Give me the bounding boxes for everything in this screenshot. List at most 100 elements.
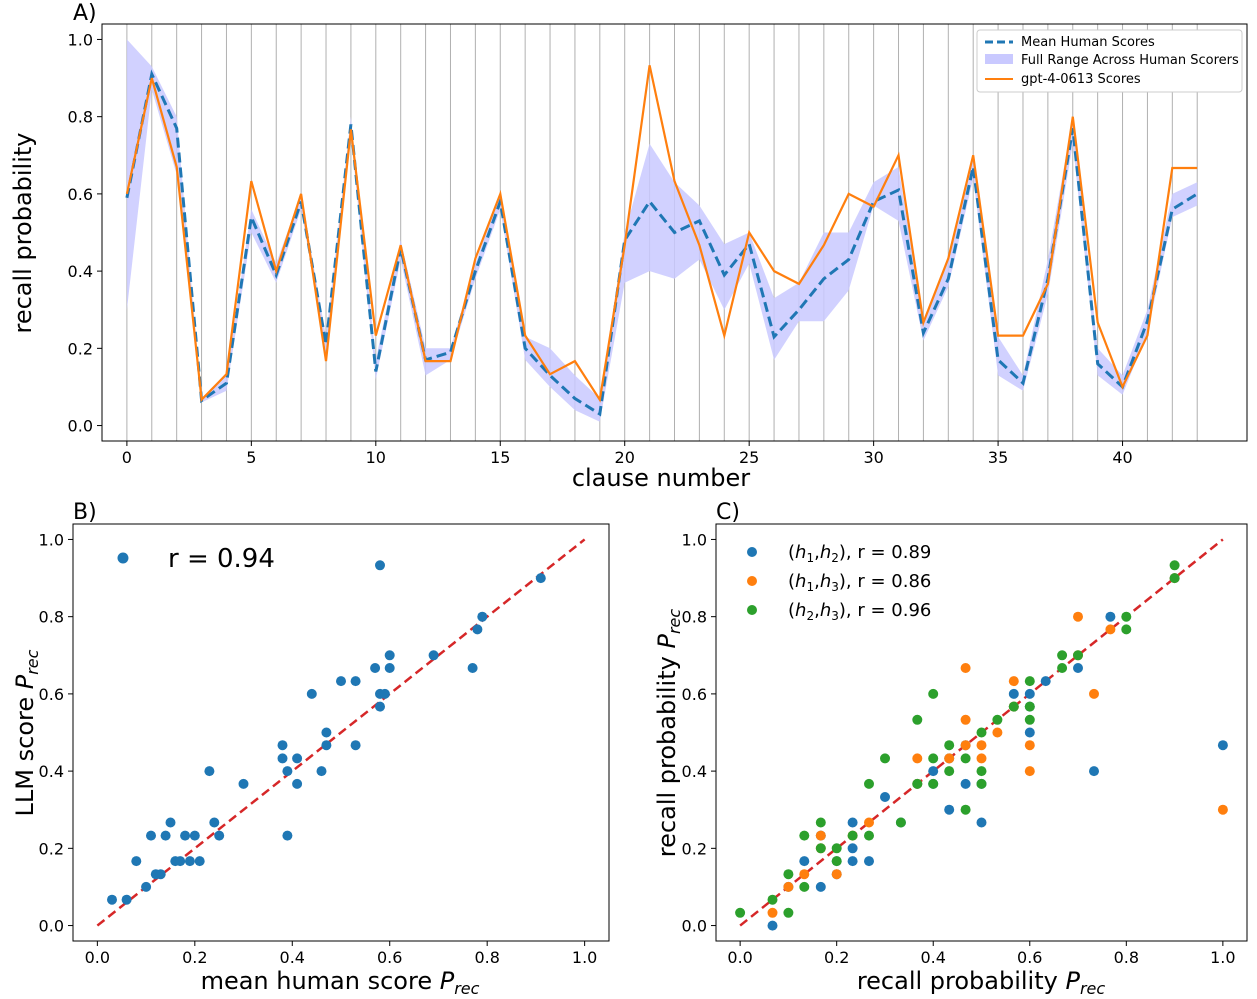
scorer-pair-point-blue (976, 817, 987, 828)
scorer-pair-point-blue (799, 856, 810, 867)
llm-vs-human-point (370, 663, 381, 673)
y-tick-label: 1.0 (39, 530, 64, 549)
x-tick-label: 25 (739, 448, 759, 467)
llm-vs-human-point (477, 611, 488, 622)
llm-vs-human-point (214, 830, 225, 841)
panel-b-legend: r = 0.94 (117, 544, 275, 574)
x-tick-label: 1.0 (1210, 948, 1235, 967)
panel-b-diagonal (96, 538, 586, 927)
llm-vs-human-point (175, 856, 186, 867)
llm-vs-human-point (306, 688, 317, 699)
scorer-pair-point-blue (1073, 663, 1083, 673)
panel-c-label: C) (716, 500, 740, 525)
x-tick-label: 0.4 (921, 948, 946, 967)
panel-c-y-label: recall probability Prec (653, 609, 684, 858)
mean-human-scores-line (125, 69, 1198, 417)
llm-vs-human-point (350, 740, 361, 751)
scorer-pair-point-orange (960, 714, 971, 725)
llm-vs-human-point (238, 778, 249, 789)
x-tick-label: 20 (615, 448, 635, 467)
x-tick-label: 5 (246, 448, 256, 467)
panel-c-legend: (h1,h2), r = 0.89 (h1,h3), r = 0.86 (h2,h3… (747, 542, 931, 623)
scorer-pair-point-green (944, 740, 955, 751)
scorer-pair-point-green (944, 766, 955, 777)
legend-label-blue: (h1,h2), r = 0.89 (788, 542, 931, 565)
llm-vs-human-point (146, 830, 156, 841)
x-tick-label: 0 (122, 448, 132, 467)
llm-vs-human-point (384, 650, 395, 661)
scorer-pair-point-orange (1105, 624, 1116, 635)
scorer-pair-point-green (799, 881, 810, 892)
scorer-pair-point-orange (944, 753, 955, 764)
panel-a-range-band (126, 39, 1198, 422)
llm-vs-human-point (189, 830, 200, 841)
scorer-pair-point-blue (767, 920, 778, 931)
scorer-pair-point-blue (928, 766, 939, 777)
llm-vs-human-point (204, 766, 215, 777)
panel-c-points (735, 560, 1228, 931)
panel-a-frame (101, 23, 1248, 442)
x-tick-label: 15 (490, 448, 510, 467)
llm-vs-human-point (375, 560, 385, 571)
y-tick-label: 0.6 (682, 685, 707, 704)
llm-vs-human-point (321, 727, 332, 738)
scorer-pair-point-orange (1024, 740, 1035, 751)
scorer-pair-point-green (864, 778, 874, 789)
scorer-pair-point-orange (992, 727, 1003, 738)
legend-label-green: (h2,h3), r = 0.96 (788, 600, 931, 623)
panel-c-frame (715, 523, 1248, 942)
scorer-pair-point-green (1169, 573, 1180, 584)
scorer-pair-point-orange (767, 907, 778, 918)
x-tick-label: 30 (863, 448, 883, 467)
scorer-pair-point-green (960, 753, 971, 764)
y-tick-label: 0.2 (682, 839, 707, 858)
scorer-pair-point-green (1121, 611, 1132, 622)
llm-vs-human-point (165, 817, 176, 828)
y-tick-label: 1.0 (68, 30, 93, 49)
llm-vs-human-point (180, 830, 191, 841)
llm-vs-human-point (194, 856, 205, 867)
panel-b-frame (72, 523, 610, 942)
scorer-pair-point-green (1121, 624, 1132, 635)
llm-vs-human-point (467, 663, 478, 673)
llm-vs-human-point (141, 881, 152, 892)
scorer-pair-point-blue (847, 843, 858, 854)
llm-vs-human-point (277, 753, 288, 764)
x-tick-label: 1.0 (572, 948, 597, 967)
scorer-pair-point-orange (1089, 688, 1099, 699)
x-tick-label: 0.6 (377, 948, 402, 967)
llm-vs-human-point (155, 869, 166, 880)
scorer-pair-point-green (976, 727, 987, 738)
panel-a-line-chart: A) 0 5 10 15 20 25 30 35 40 0.0 0.2 0.4 0.6 0.8 1.0 c… (9, 1, 1248, 492)
scorer-pair-point-orange (831, 869, 842, 880)
scorer-pair-point-blue (815, 881, 826, 892)
panel-a-x-label: clause number (572, 464, 750, 492)
scorer-pair-point-blue (847, 856, 858, 867)
llm-vs-human-point (316, 766, 327, 777)
scorer-pair-point-green (928, 753, 939, 764)
y-tick-label: 0.4 (68, 262, 93, 281)
scorer-pair-point-green (1008, 701, 1019, 712)
scorer-pair-point-green (1024, 714, 1035, 725)
y-tick-label: 0.0 (682, 917, 707, 936)
llm-vs-human-point (292, 778, 303, 789)
scorer-pair-point-orange (912, 753, 923, 764)
scorer-pair-point-blue (1008, 688, 1019, 699)
llm-vs-human-point (384, 663, 395, 673)
scorer-pair-point-orange (783, 881, 794, 892)
y-tick-label: 0.6 (39, 685, 64, 704)
scorer-pair-point-blue (960, 778, 971, 789)
legend-range-label: Full Range Across Human Scorers (1021, 53, 1239, 68)
llm-vs-human-point (428, 650, 439, 661)
panel-a-legend: Mean Human Scores Full Range Across Huma… (976, 29, 1243, 93)
legend-range-swatch (985, 54, 1013, 64)
scorer-pair-point-blue (864, 856, 874, 867)
scorer-pair-point-green (735, 907, 746, 918)
scorer-pair-point-orange (960, 740, 971, 751)
scorer-pair-point-green (799, 830, 810, 841)
panel-b-x-label: mean human score Prec (201, 967, 480, 998)
panel-b-legend-label: r = 0.94 (168, 544, 275, 574)
llm-vs-human-point (472, 624, 483, 635)
scorer-pair-point-blue (1040, 676, 1051, 687)
scorer-pair-point-green (783, 869, 794, 880)
